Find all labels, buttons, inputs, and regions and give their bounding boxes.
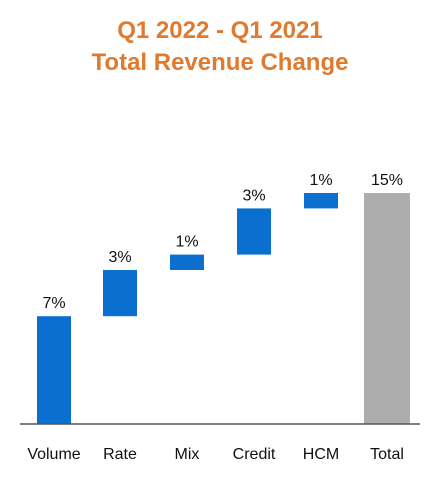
bars-layer — [37, 193, 410, 424]
value-label-rate: 3% — [108, 249, 131, 266]
chart-title-line-2: Total Revenue Change — [91, 49, 349, 76]
bar-hcm — [304, 193, 338, 209]
bar-credit — [237, 208, 271, 255]
bar-volume — [37, 316, 71, 424]
category-label-mix: Mix — [175, 446, 200, 463]
category-label-total: Total — [370, 446, 404, 463]
category-label-volume: Volume — [27, 446, 80, 463]
value-label-hcm: 1% — [309, 172, 332, 189]
bar-total — [364, 193, 410, 424]
bar-rate — [103, 270, 137, 317]
labels-layer: 7% Volume 3% Rate 1% Mix 3% Credit 1% HCM 15% Total — [27, 172, 404, 463]
value-label-mix: 1% — [175, 234, 198, 251]
bar-mix — [170, 254, 204, 270]
category-label-rate: Rate — [103, 446, 137, 463]
chart-title-line-1: Q1 2022 - Q1 2021 — [117, 17, 323, 44]
category-label-hcm: HCM — [303, 446, 339, 463]
value-label-volume: 7% — [42, 295, 65, 312]
value-label-total: 15% — [371, 172, 403, 189]
category-label-credit: Credit — [233, 446, 276, 463]
value-label-credit: 3% — [242, 187, 265, 204]
